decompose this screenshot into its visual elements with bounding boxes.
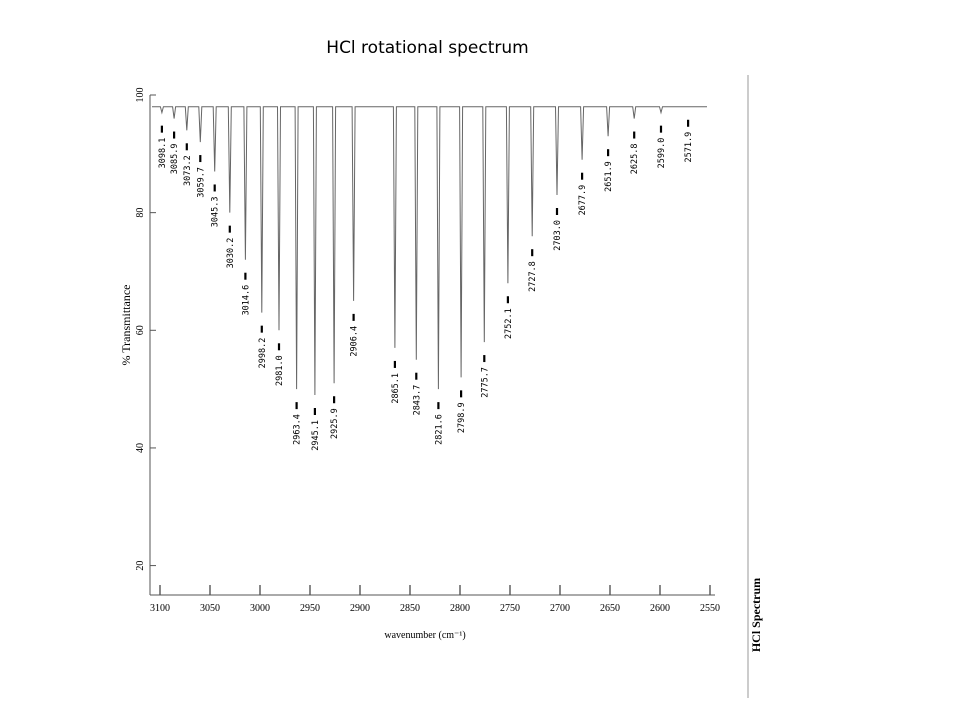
peak-label: 2998.2 xyxy=(258,338,268,369)
peak-label: 2843.7 xyxy=(412,385,422,416)
peak-label: 2677.9 xyxy=(578,185,588,216)
peak-label: 2571.9 xyxy=(684,132,694,163)
peak-label: 3059.7 xyxy=(196,167,206,198)
peak-label: 3045.3 xyxy=(211,196,221,227)
y-axis-label: % Transmittance xyxy=(119,285,133,366)
peak-label: 2945.1 xyxy=(311,420,321,451)
y-tick-label: 20 xyxy=(135,561,146,571)
peak-label: 2651.9 xyxy=(604,161,614,192)
y-tick-label: 100 xyxy=(135,88,146,103)
y-tick-group: 20 40 60 80 100 xyxy=(135,88,156,571)
peak-label: 2727.8 xyxy=(528,261,538,292)
x-axis-label: wavenumber (cm⁻¹) xyxy=(384,630,465,641)
chart-title: HCl Spectrum xyxy=(749,578,763,652)
x-tick-label: 2700 xyxy=(550,603,570,614)
y-tick-label: 40 xyxy=(135,443,146,453)
x-tick-label: 2650 xyxy=(600,603,620,614)
x-tick-label: 2850 xyxy=(400,603,420,614)
peak-label: 2752.1 xyxy=(504,308,514,339)
peak-label: 3030.2 xyxy=(226,238,236,269)
peak-label: 2775.7 xyxy=(480,367,490,398)
y-tick-label: 60 xyxy=(135,325,146,335)
y-tick-label: 80 xyxy=(135,208,146,218)
peak-label: 2798.9 xyxy=(457,402,467,433)
peak-label: 2963.4 xyxy=(293,414,303,445)
chart-frame xyxy=(149,75,749,698)
x-tick-label: 2800 xyxy=(450,603,470,614)
x-tick-label: 3000 xyxy=(250,603,270,614)
peak-label: 2981.0 xyxy=(275,355,285,386)
peak-label: 2906.4 xyxy=(350,326,360,357)
peak-marker-group xyxy=(160,119,690,415)
peak-label-group: 3098.1 3085.9 3073.2 3059.7 3045.3 3030.2 3014… xyxy=(158,132,694,451)
peak-label: 2599.0 xyxy=(657,138,667,169)
spectrum-trace xyxy=(152,106,707,396)
x-tick-label: 2950 xyxy=(300,603,320,614)
peak-label: 2821.6 xyxy=(434,414,444,445)
x-tick-label: 2600 xyxy=(650,603,670,614)
x-tick-label: 2900 xyxy=(350,603,370,614)
peak-label: 2625.8 xyxy=(630,144,640,175)
peak-label: 2703.0 xyxy=(553,220,563,251)
x-tick-label: 2550 xyxy=(700,603,720,614)
x-tick-group: 3100 3050 3000 2950 2900 2850 2800 2750 2700 2650… xyxy=(150,585,720,614)
x-tick-label: 2750 xyxy=(500,603,520,614)
peak-label: 3073.2 xyxy=(183,155,193,186)
peak-label: 2925.9 xyxy=(330,408,340,439)
x-tick-label: 3100 xyxy=(150,603,170,614)
slide-title: HCl rotational spectrum xyxy=(326,38,529,58)
peak-label: 2865.1 xyxy=(391,373,401,404)
peak-label: 3098.1 xyxy=(158,138,168,169)
x-tick-label: 3050 xyxy=(200,603,220,614)
peak-label: 3014.6 xyxy=(241,285,251,316)
peak-label: 3085.9 xyxy=(170,144,180,175)
